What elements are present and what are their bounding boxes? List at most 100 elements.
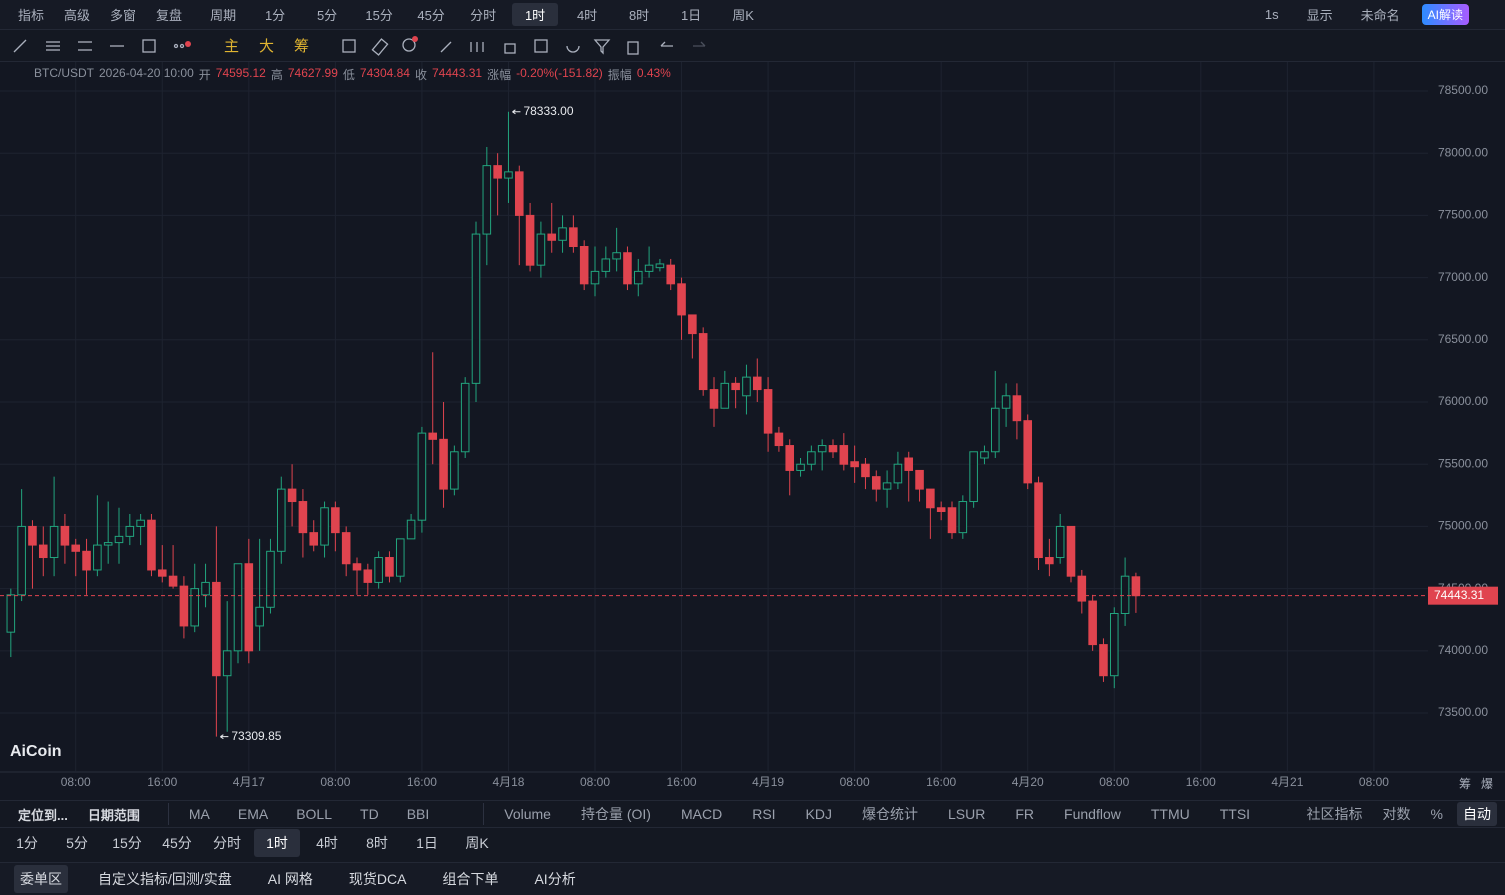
sub-indicator[interactable]: Volume bbox=[504, 806, 551, 822]
chip-button[interactable]: 主 bbox=[224, 38, 240, 55]
tab[interactable]: AI 网格 bbox=[267, 871, 313, 887]
toolbar-button[interactable]: 指标 bbox=[18, 8, 45, 23]
info-text: 振幅 bbox=[607, 68, 632, 82]
candle-body bbox=[1088, 600, 1097, 646]
indicator-control[interactable]: 自动 bbox=[1457, 802, 1497, 826]
sub-indicator[interactable]: TTMU bbox=[1150, 806, 1190, 822]
candle-body bbox=[471, 233, 481, 384]
period-button[interactable]: 1时 bbox=[512, 3, 559, 26]
y-tick-label: 76500.00 bbox=[1438, 332, 1488, 346]
period-button[interactable]: 15分 bbox=[365, 8, 393, 23]
annotation-arrow bbox=[512, 109, 521, 115]
tab[interactable]: 组合下单 bbox=[442, 871, 499, 887]
annotation-label: 73309.85 bbox=[231, 729, 281, 743]
indicator-control[interactable]: 对数 bbox=[1382, 806, 1411, 822]
candle-body bbox=[1001, 395, 1011, 409]
toolbar-button[interactable]: 多窗 bbox=[110, 8, 137, 23]
candle-body bbox=[147, 519, 156, 571]
main-indicator[interactable]: BOLL bbox=[296, 806, 333, 822]
ai-button[interactable]: AI解读 bbox=[1421, 4, 1469, 25]
candle-body bbox=[720, 382, 730, 409]
chip-button[interactable]: 筹 bbox=[294, 38, 310, 55]
timeframe-button[interactable]: 1时 bbox=[254, 829, 300, 857]
main-indicator[interactable]: TD bbox=[360, 806, 379, 822]
main-indicator[interactable]: EMA bbox=[237, 806, 269, 822]
timeframe-button[interactable]: 1日 bbox=[416, 835, 438, 851]
period-button[interactable]: 1分 bbox=[264, 8, 286, 23]
sub-indicator[interactable]: FR bbox=[1015, 806, 1035, 822]
candle-body bbox=[969, 451, 978, 503]
sub-indicator[interactable]: RSI bbox=[752, 806, 776, 822]
tab[interactable]: 自定义指标/回测/实盘 bbox=[98, 871, 232, 887]
period-button[interactable]: 5分 bbox=[316, 8, 338, 23]
drawing-toolbar: 主大筹 bbox=[0, 30, 1505, 62]
candle-body bbox=[385, 557, 394, 577]
x-tick-label: 16:00 bbox=[926, 775, 956, 789]
timeframe-button[interactable]: 15分 bbox=[112, 835, 142, 851]
candle-body bbox=[103, 542, 113, 546]
timeframe-button[interactable]: 5分 bbox=[66, 835, 88, 851]
candle-body bbox=[93, 544, 102, 571]
annotation-arrow bbox=[220, 734, 229, 740]
sub-indicator[interactable]: Fundflow bbox=[1064, 806, 1121, 822]
y-tick-label: 78000.00 bbox=[1438, 145, 1488, 159]
indicator-bar: 定位到... 日期范围 MA EMA BOLL TD BBI Volume 持仓量 (OI)… bbox=[0, 800, 1505, 828]
timeframe-button[interactable]: 8时 bbox=[366, 835, 388, 851]
candle-body bbox=[763, 389, 773, 434]
x-tick-label: 16:00 bbox=[667, 775, 697, 789]
candle-body bbox=[298, 501, 308, 534]
chip-button[interactable]: 大 bbox=[259, 38, 275, 55]
indicator-control[interactable]: 社区指标 bbox=[1306, 806, 1363, 822]
candle-body bbox=[406, 519, 416, 540]
main-indicator[interactable]: BBI bbox=[406, 806, 430, 822]
tab[interactable]: 委单区 bbox=[14, 865, 68, 893]
sub-indicator[interactable]: 持仓量 (OI) bbox=[580, 806, 651, 822]
main-indicator[interactable]: MA bbox=[188, 806, 210, 822]
x-tick-label: 08:00 bbox=[1099, 775, 1129, 789]
toolbar-button[interactable]: 未命名 bbox=[1360, 8, 1400, 23]
x-tick-label: 16:00 bbox=[407, 775, 437, 789]
sub-indicator[interactable]: MACD bbox=[680, 806, 723, 822]
sub-indicator[interactable]: TTSI bbox=[1219, 806, 1251, 822]
indicator-control[interactable]: % bbox=[1430, 806, 1443, 822]
separator bbox=[483, 803, 485, 825]
candle-body bbox=[417, 432, 427, 521]
toolbar-button[interactable]: 显示 bbox=[1306, 8, 1333, 23]
candle-body bbox=[201, 581, 210, 596]
toolbar-button[interactable]: 复盘 bbox=[156, 8, 183, 23]
candle-body bbox=[341, 532, 351, 565]
toolbar-button[interactable]: 1s bbox=[1264, 7, 1279, 22]
drawing-icons bbox=[13, 38, 191, 53]
period-button[interactable]: 1日 bbox=[680, 8, 702, 23]
candle-body bbox=[38, 544, 48, 559]
period-button[interactable]: 4时 bbox=[576, 8, 598, 23]
tab[interactable]: AI分析 bbox=[534, 871, 576, 887]
candle-body bbox=[525, 214, 535, 266]
timeframe-button[interactable]: 1分 bbox=[16, 835, 38, 851]
indicator-control[interactable]: 定位到... bbox=[18, 807, 68, 823]
timeframe-button[interactable]: 周K bbox=[465, 835, 489, 851]
timeframe-button[interactable]: 分时 bbox=[213, 835, 241, 851]
sub-indicator[interactable]: KDJ bbox=[805, 806, 832, 822]
candle-body bbox=[709, 389, 719, 409]
period-menu[interactable]: 周期 bbox=[210, 8, 237, 23]
candle-body bbox=[796, 463, 805, 471]
candle-body bbox=[17, 525, 26, 596]
indicator-control[interactable]: 日期范围 bbox=[87, 807, 140, 823]
timeframe-button[interactable]: 4时 bbox=[316, 835, 338, 851]
candle-body bbox=[655, 263, 665, 269]
info-text: 涨幅 bbox=[487, 68, 512, 82]
period-button[interactable]: 分时 bbox=[470, 8, 497, 23]
sub-indicator[interactable]: LSUR bbox=[948, 806, 986, 822]
tab[interactable]: 现货DCA bbox=[348, 871, 407, 887]
info-text: 74627.99 bbox=[287, 66, 338, 80]
period-button[interactable]: 8时 bbox=[628, 8, 650, 23]
sub-indicator[interactable]: 爆仓统计 bbox=[862, 806, 918, 822]
period-button[interactable]: 周K bbox=[732, 8, 754, 23]
timeframe-button[interactable]: 45分 bbox=[162, 835, 192, 851]
toolbar-button[interactable]: 高级 bbox=[64, 8, 91, 23]
x-tick-label: 4月18 bbox=[492, 775, 524, 789]
candle-body bbox=[114, 535, 124, 544]
candle-body bbox=[666, 264, 676, 285]
period-button[interactable]: 45分 bbox=[417, 8, 445, 23]
